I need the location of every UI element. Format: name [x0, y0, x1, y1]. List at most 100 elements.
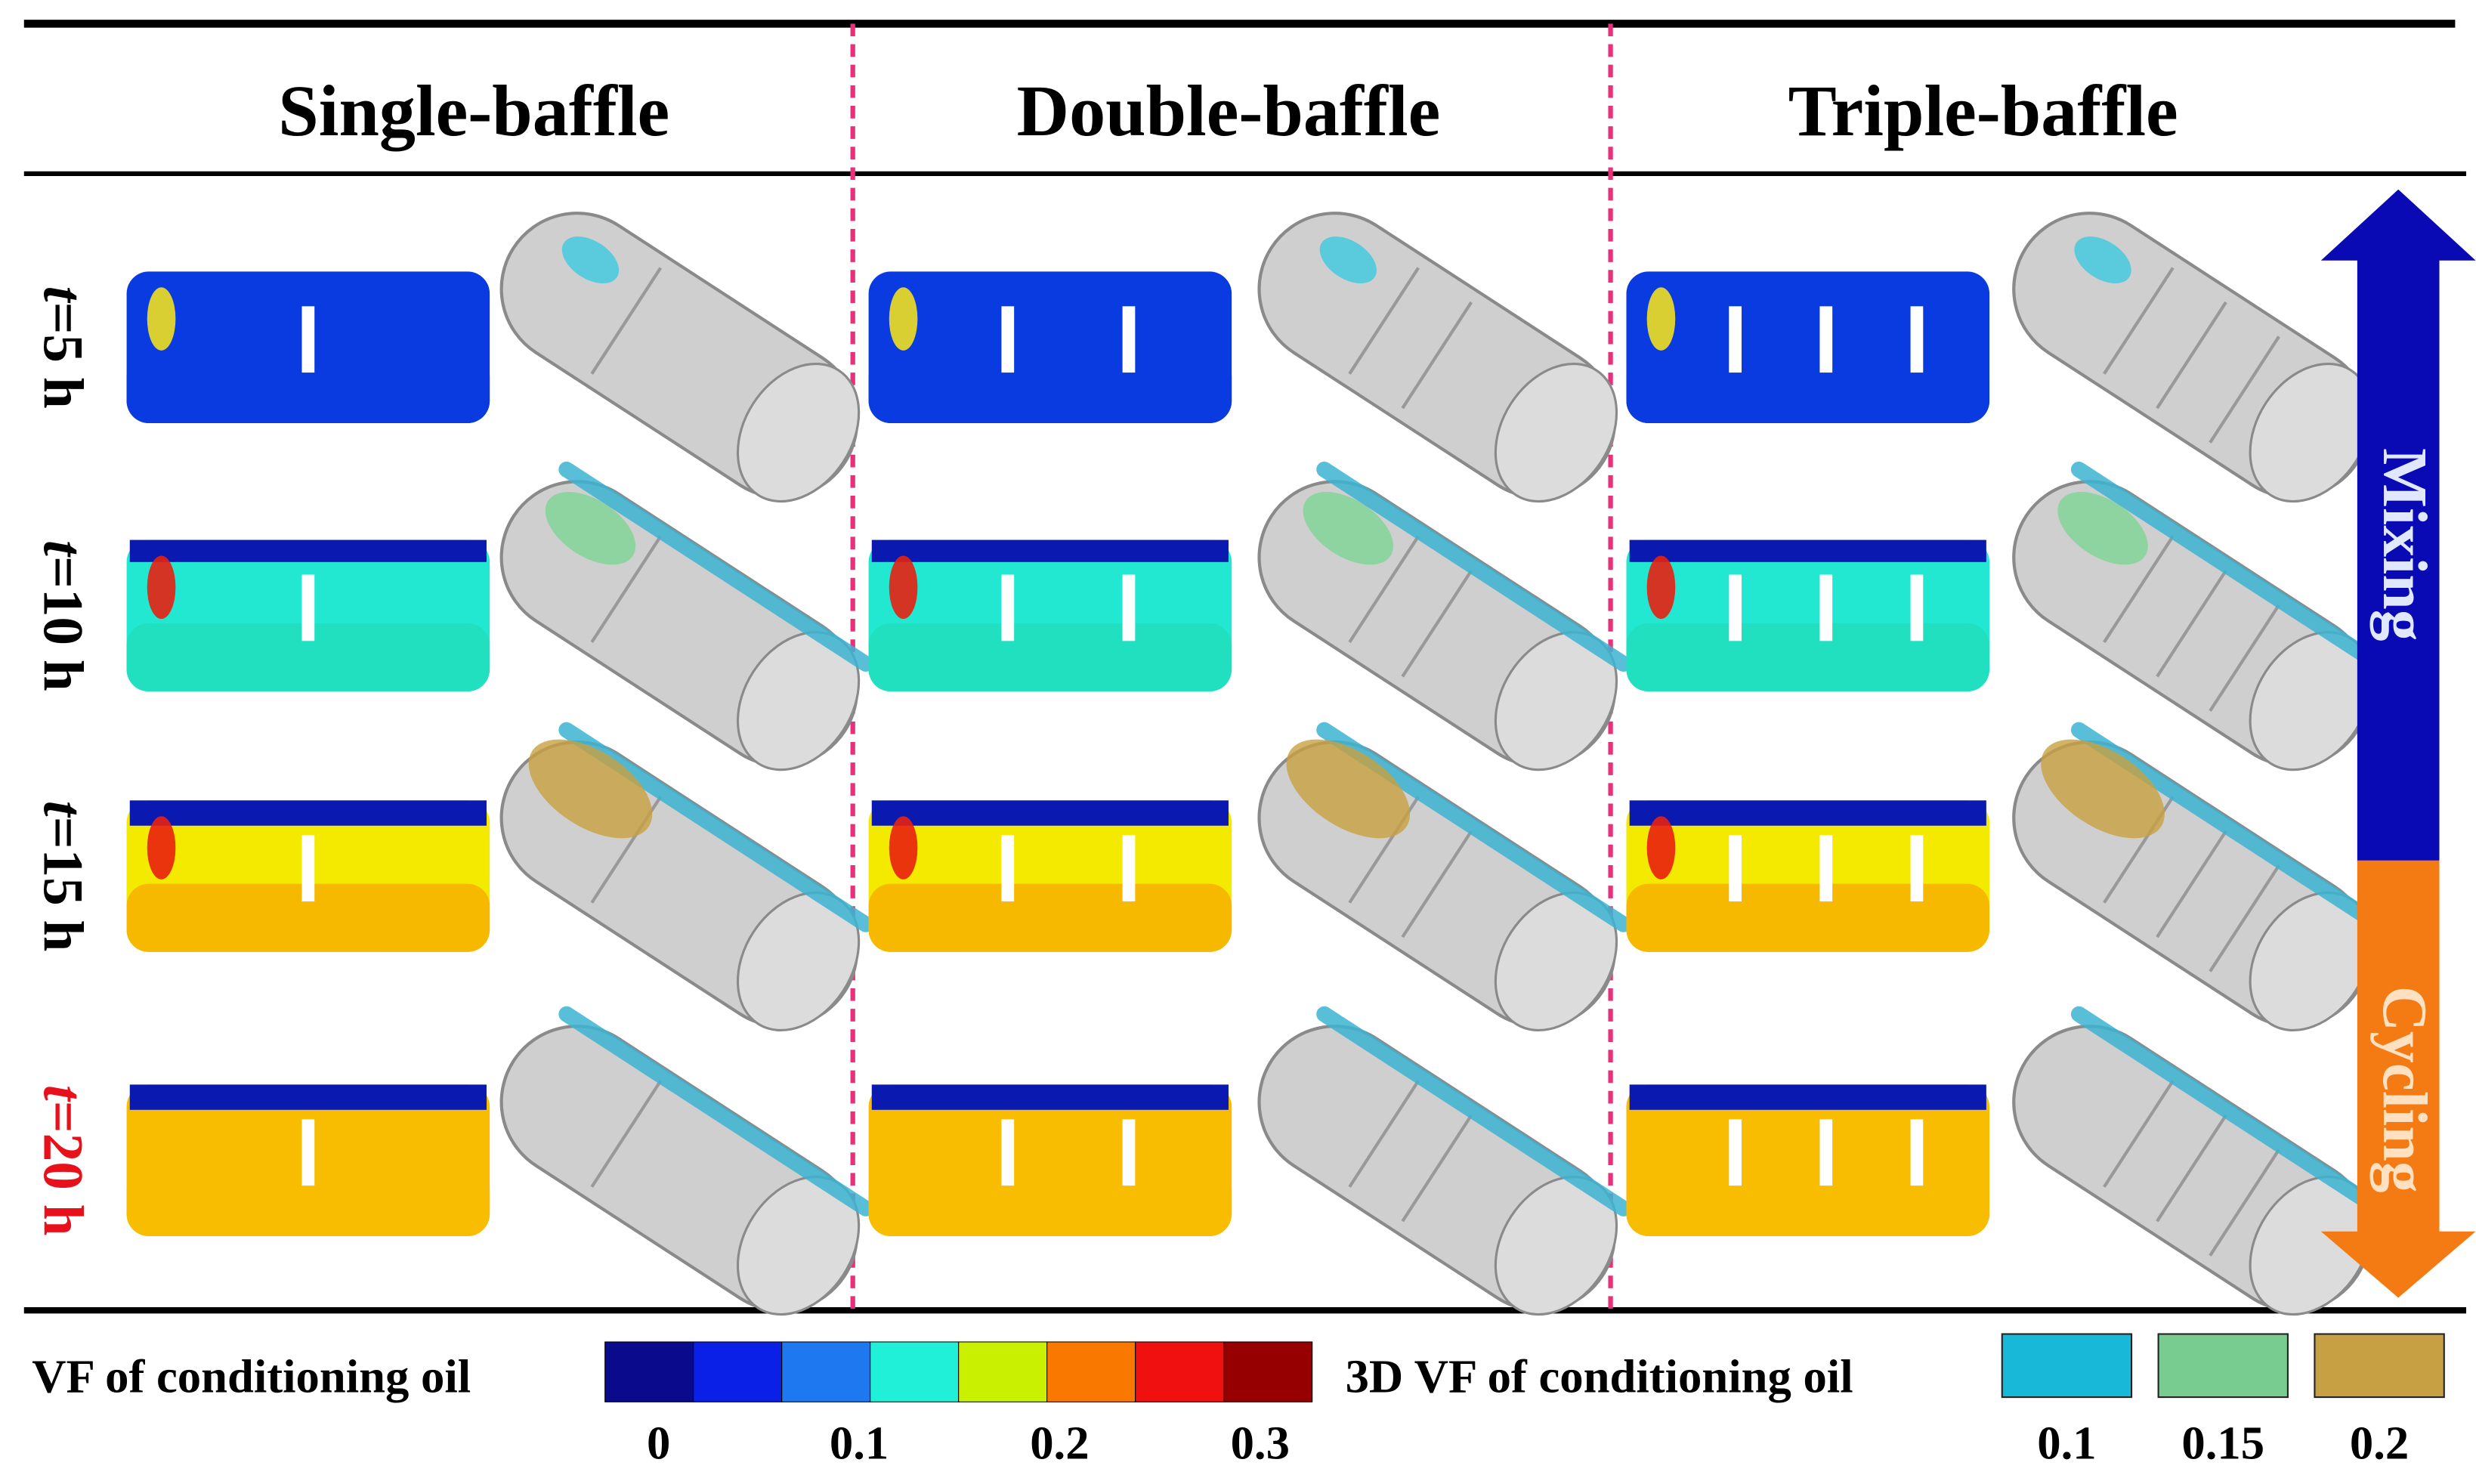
tank-2d	[126, 539, 490, 692]
baffle	[1122, 574, 1136, 642]
row-label: t=10 h	[31, 540, 94, 691]
tank-lower	[1626, 883, 1990, 952]
inlet-plume	[889, 555, 918, 620]
colorbar-box	[870, 1341, 960, 1402]
baffle	[1001, 574, 1015, 642]
baffle	[301, 306, 315, 373]
colorbar-box	[693, 1341, 783, 1402]
row-time: =10 h	[31, 556, 94, 691]
baffle	[1001, 1119, 1015, 1186]
inlet-plume	[1646, 816, 1676, 880]
legend-title: VF of conditioning oil	[32, 1350, 471, 1403]
tank-lower	[868, 883, 1232, 952]
baffle	[1729, 1119, 1742, 1186]
tank-3d	[1257, 1006, 1632, 1316]
arrow-label: Mixing	[2369, 448, 2439, 641]
tank-2d	[1626, 539, 1990, 692]
baffle-3d	[1401, 301, 1473, 410]
colorbar-tick-label: 0.2	[1030, 1416, 1089, 1469]
tank-lower	[126, 1167, 490, 1236]
tank-lower	[868, 1167, 1232, 1236]
oil-iso	[2074, 237, 2131, 284]
row-label: t=5 h	[31, 286, 94, 409]
tank-lower	[1626, 623, 1990, 692]
baffle-3d	[2103, 1080, 2175, 1188]
tank-top-layer	[871, 539, 1229, 562]
tank-top-layer	[1629, 1084, 1986, 1110]
tank-3d	[1257, 461, 1632, 771]
cylinder-end	[736, 362, 861, 503]
oil-iso	[1319, 237, 1377, 284]
baffle-3d	[2103, 267, 2175, 375]
iso-legend-label: 0.2	[2350, 1416, 2409, 1469]
oil-layer	[1316, 722, 1632, 932]
tank-lower	[1626, 354, 1990, 423]
oil-iso	[2057, 492, 2148, 565]
colorbar-box	[781, 1341, 871, 1402]
tank-lower	[868, 354, 1232, 423]
colorbar-tick-label: 0.3	[1231, 1416, 1290, 1469]
iso-legend-box	[2157, 1333, 2289, 1399]
baffle	[1122, 835, 1136, 902]
baffle-3d	[2156, 570, 2227, 678]
tank-3d	[2012, 722, 2386, 1032]
baffle	[1819, 835, 1833, 902]
baffle	[1819, 1119, 1833, 1186]
baffle	[1910, 1119, 1924, 1186]
baffle-3d	[2209, 864, 2280, 972]
baffle	[301, 574, 315, 642]
oil-iso	[2041, 739, 2165, 839]
baffle	[1001, 835, 1015, 902]
tank-top-layer	[129, 1084, 487, 1110]
baffle	[1910, 835, 1924, 902]
colorbar-box	[1135, 1341, 1225, 1402]
baffle	[1729, 835, 1742, 902]
oil-iso	[1286, 739, 1411, 839]
row-label: t=20 h	[31, 1085, 94, 1236]
oil-iso	[528, 739, 653, 839]
tank-2d	[126, 1084, 490, 1236]
tank-3d	[499, 1006, 874, 1316]
oil-layer	[2070, 461, 2386, 672]
baffle	[1122, 1119, 1136, 1186]
baffle-3d	[1348, 1080, 1420, 1188]
baffle	[1729, 574, 1742, 642]
tank-3d	[2012, 1006, 2386, 1316]
oil-layer	[1316, 1006, 1632, 1217]
tank-3d	[1257, 722, 1632, 1032]
arrow-head	[2320, 1231, 2476, 1298]
colorbar-box	[604, 1341, 694, 1402]
baffle	[1122, 306, 1136, 373]
baffle	[1910, 306, 1924, 373]
inlet-plume	[889, 287, 918, 351]
arrow-label: Cycling	[2369, 986, 2439, 1193]
baffle-3d	[590, 1080, 663, 1188]
tank-2d	[1626, 800, 1990, 952]
tank-2d	[868, 271, 1232, 423]
cylinder-end	[1494, 362, 1618, 503]
baffle-3d	[1348, 267, 1420, 375]
row-variable: t	[31, 540, 94, 558]
colorbar-box	[1046, 1341, 1136, 1402]
baffle-3d	[1401, 570, 1473, 678]
tank-top-layer	[129, 800, 487, 826]
baffle-3d	[2209, 335, 2280, 444]
oil-layer	[558, 722, 874, 932]
cylinder-end	[2249, 362, 2372, 503]
colorbar-tick-label: 0	[647, 1416, 670, 1469]
baffle-3d	[2156, 1114, 2227, 1223]
tank-3d	[1257, 212, 1618, 503]
oil-layer	[558, 1006, 874, 1217]
baffle	[1819, 574, 1833, 642]
arrow-body	[2357, 860, 2440, 1233]
tank-3d	[2012, 461, 2386, 771]
column-title: Triple-baffle	[1788, 70, 2178, 151]
row-time: =15 h	[31, 817, 94, 952]
tank-top-layer	[871, 1084, 1229, 1110]
colorbar-box	[1223, 1341, 1313, 1402]
baffle-3d	[2156, 830, 2227, 938]
iso-legend-label: 0.15	[2181, 1416, 2264, 1469]
baffle-3d	[2156, 301, 2227, 410]
tank-top-layer	[129, 539, 487, 562]
tank-3d	[499, 212, 861, 503]
